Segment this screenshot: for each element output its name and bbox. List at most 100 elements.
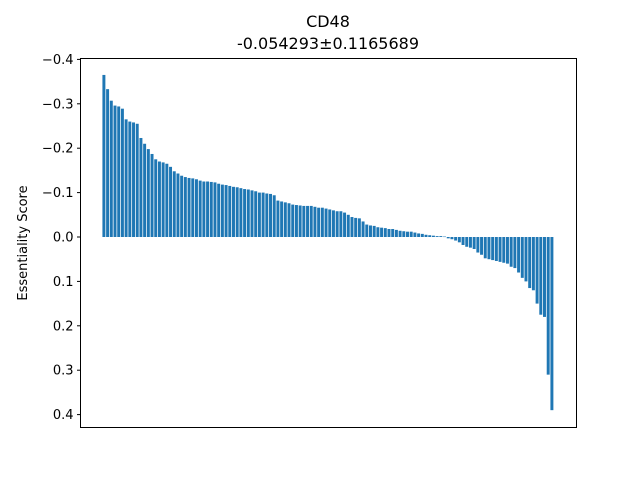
bar <box>398 230 402 237</box>
y-tick-label: 0.0 <box>53 231 74 246</box>
bar <box>269 193 272 237</box>
bar <box>446 237 450 239</box>
bar <box>117 106 121 238</box>
bar <box>265 193 269 237</box>
bar <box>294 205 298 237</box>
bar <box>354 217 358 237</box>
bar <box>369 225 372 237</box>
bar <box>431 235 435 237</box>
bar <box>313 206 317 237</box>
bar <box>361 221 365 237</box>
bar <box>387 229 391 237</box>
bar <box>413 232 417 237</box>
bar <box>128 121 132 237</box>
bar <box>139 137 143 237</box>
bar <box>406 231 409 237</box>
bar <box>132 122 135 237</box>
bar <box>391 229 395 237</box>
bar <box>243 189 247 237</box>
bar <box>135 123 139 237</box>
bar <box>494 237 498 261</box>
bar <box>172 171 176 237</box>
bar <box>402 231 406 237</box>
bar <box>194 179 198 237</box>
bar <box>161 162 165 237</box>
bar <box>443 236 447 238</box>
bar <box>124 119 128 237</box>
bar <box>224 185 228 237</box>
bar <box>454 237 458 241</box>
bar <box>420 233 424 237</box>
bar <box>169 166 173 237</box>
y-tick-label: 0.2 <box>53 319 74 334</box>
plot-frame <box>80 58 577 428</box>
bar <box>543 237 546 317</box>
bar <box>217 183 221 237</box>
bar <box>120 108 124 238</box>
bar <box>502 237 506 263</box>
bar <box>113 105 117 237</box>
bar <box>317 207 321 237</box>
bar <box>213 182 217 237</box>
bar <box>306 205 310 237</box>
bar <box>187 177 191 237</box>
bar <box>202 181 206 237</box>
bar <box>165 163 169 237</box>
bar <box>457 237 461 243</box>
bar <box>331 210 335 237</box>
bar <box>465 237 469 247</box>
y-tick-label: −0.4 <box>42 53 74 68</box>
bar <box>520 237 524 278</box>
y-tick-label: 0.3 <box>53 364 74 379</box>
bar <box>376 227 380 237</box>
bar <box>546 237 550 375</box>
bar <box>439 236 443 237</box>
bar <box>235 187 239 237</box>
bar <box>146 149 150 237</box>
bar <box>524 237 528 282</box>
bar <box>298 205 302 237</box>
bar <box>450 237 454 240</box>
bar <box>109 100 113 237</box>
y-tick-label: 0.1 <box>53 275 74 290</box>
bar <box>472 237 476 249</box>
bar <box>154 159 158 237</box>
chart-subtitle: -0.054293±0.1165689 <box>237 34 419 53</box>
bar <box>183 177 187 237</box>
y-tick-label: −0.3 <box>42 97 74 112</box>
bar <box>287 203 291 237</box>
bar <box>394 229 398 237</box>
y-tick-label: 0.4 <box>53 408 74 423</box>
bar <box>468 237 472 248</box>
y-tick-label: −0.1 <box>42 186 74 201</box>
bar <box>320 207 324 237</box>
bar <box>261 192 265 237</box>
bar <box>365 224 369 237</box>
bar <box>517 237 521 273</box>
bars-group <box>102 74 554 411</box>
bar <box>480 237 484 255</box>
bar <box>550 237 554 411</box>
bar <box>280 201 284 237</box>
bar <box>198 180 202 237</box>
bar <box>417 233 421 237</box>
bar <box>483 237 487 259</box>
bar <box>409 231 413 237</box>
bar <box>505 237 509 264</box>
bar <box>309 205 313 237</box>
bar <box>276 200 280 237</box>
bar <box>143 143 147 237</box>
bar <box>528 237 532 289</box>
bar <box>250 190 254 237</box>
bar <box>191 178 195 237</box>
bar <box>372 225 376 237</box>
bar <box>491 237 495 261</box>
bar <box>239 188 243 237</box>
bar <box>509 237 513 267</box>
bar <box>228 185 232 237</box>
bar <box>283 202 287 237</box>
bar <box>435 236 439 237</box>
bar <box>461 237 465 245</box>
bar <box>254 191 258 237</box>
